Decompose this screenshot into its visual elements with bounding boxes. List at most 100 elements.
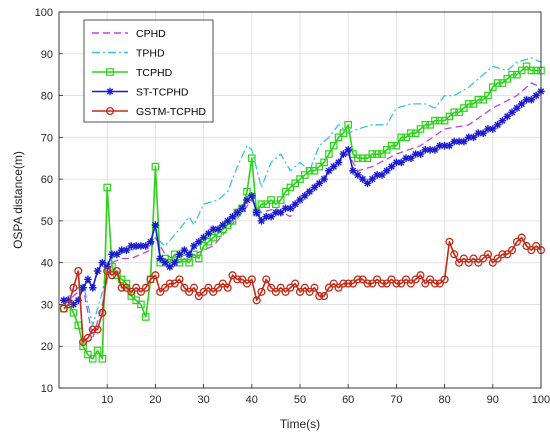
data-point-gstm-tcphd	[83, 333, 92, 342]
data-point-st-tcphd	[315, 179, 324, 188]
series-cphd	[63, 82, 542, 339]
data-point-tcphd	[301, 171, 309, 179]
star-stroke	[263, 213, 270, 220]
data-point-st-tcphd	[79, 283, 87, 292]
data-point-gstm-tcphd	[527, 246, 536, 255]
data-point-st-tcphd	[344, 146, 352, 154]
data-point-gstm-tcphd	[93, 325, 102, 334]
data-point-tcphd	[127, 292, 136, 300]
data-point-gstm-tcphd	[59, 304, 68, 313]
data-point-tcphd	[93, 346, 102, 355]
star-stroke	[359, 175, 366, 183]
star-stroke	[147, 238, 154, 245]
data-point-gstm-tcphd	[479, 254, 488, 263]
data-point-st-tcphd	[175, 250, 184, 259]
star-stroke	[475, 129, 482, 137]
data-point-gstm-tcphd	[464, 258, 473, 267]
x-tick-label: 40	[246, 394, 258, 406]
data-point-gstm-tcphd	[334, 283, 343, 292]
data-point-tcphd	[88, 354, 97, 363]
data-point-tcphd	[272, 200, 280, 208]
data-point-st-tcphd	[416, 150, 425, 158]
data-point-gstm-tcphd	[459, 254, 468, 263]
data-point-gstm-tcphd	[300, 283, 309, 292]
data-point-st-tcphd	[204, 229, 213, 238]
star-stroke	[282, 205, 289, 212]
data-point-tcphd	[137, 300, 145, 309]
data-point-gstm-tcphd	[74, 266, 83, 276]
data-point-st-tcphd	[219, 221, 227, 229]
data-point-tcphd	[382, 146, 391, 154]
star-stroke	[345, 146, 352, 154]
y-tick-label: 60	[41, 174, 53, 186]
data-point-st-tcphd	[334, 158, 343, 167]
data-point-st-tcphd	[223, 217, 232, 225]
star-stroke	[364, 180, 371, 187]
star-stroke	[349, 167, 357, 174]
data-point-st-tcphd	[248, 192, 256, 200]
data-point-tcphd	[368, 150, 377, 158]
data-point-st-tcphd	[368, 175, 377, 183]
data-point-gstm-tcphd	[165, 279, 174, 288]
star-stroke	[128, 242, 135, 250]
data-point-tcphd	[339, 129, 348, 137]
data-point-tcphd	[416, 125, 425, 133]
star-stroke	[89, 284, 96, 291]
star-stroke	[528, 96, 535, 103]
data-point-gstm-tcphd	[401, 275, 411, 284]
star-stroke	[330, 163, 337, 170]
data-point-gstm-tcphd	[223, 283, 232, 292]
star-stroke	[455, 138, 463, 145]
y-tick-label: 30	[41, 299, 53, 311]
data-point-gstm-tcphd	[180, 283, 189, 292]
data-point-gstm-tcphd	[127, 287, 136, 296]
star-stroke	[113, 251, 121, 258]
data-point-st-tcphd	[286, 204, 295, 213]
data-point-st-tcphd	[532, 91, 540, 100]
data-point-st-tcphd	[354, 171, 362, 179]
data-point-tcphd	[141, 313, 150, 321]
plot-frame	[58, 11, 542, 389]
star-stroke	[325, 167, 333, 174]
data-point-gstm-tcphd	[267, 283, 276, 292]
star-stroke	[60, 297, 68, 304]
data-point-gstm-tcphd	[79, 337, 88, 347]
data-point-st-tcphd	[194, 237, 203, 246]
data-point-tcphd	[489, 83, 497, 92]
data-point-st-tcphd	[60, 296, 68, 305]
data-point-tcphd	[498, 79, 507, 87]
legend-label: GSTM-TCPHD	[136, 106, 206, 118]
star-stroke	[214, 226, 222, 233]
data-point-st-tcphd	[199, 233, 208, 242]
y-tick-label: 100	[35, 7, 53, 19]
legend-item-tphd: TPHD	[92, 48, 165, 60]
data-point-st-tcphd	[421, 146, 430, 154]
data-point-tcphd	[98, 354, 107, 363]
data-point-gstm-tcphd	[411, 275, 420, 284]
data-point-st-tcphd	[127, 242, 136, 250]
legend-item-gstm-tcphd: GSTM-TCPHD	[92, 106, 206, 118]
x-tick-label: 100	[532, 394, 550, 406]
legend-label: ST-TCPHD	[136, 87, 189, 99]
data-point-st-tcphd	[431, 146, 439, 154]
star-stroke	[171, 259, 178, 266]
data-point-st-tcphd	[228, 212, 237, 221]
data-point-tcphd	[407, 129, 415, 137]
star-stroke	[176, 251, 183, 258]
y-tick-label: 20	[41, 341, 53, 353]
star-stroke	[513, 104, 521, 112]
data-point-gstm-tcphd	[242, 279, 252, 288]
legend-label: TPHD	[136, 48, 165, 60]
data-point-st-tcphd	[392, 158, 401, 167]
star-stroke	[99, 259, 106, 266]
data-point-gstm-tcphd	[368, 279, 377, 288]
star-stroke	[470, 134, 477, 141]
star-stroke	[523, 96, 530, 103]
data-point-tcphd	[435, 116, 444, 125]
data-point-st-tcphd	[146, 237, 155, 246]
star-stroke	[316, 180, 323, 187]
data-point-gstm-tcphd	[363, 279, 372, 288]
data-point-gstm-tcphd	[141, 283, 150, 292]
data-point-st-tcphd	[325, 166, 333, 175]
data-point-gstm-tcphd	[156, 287, 165, 296]
